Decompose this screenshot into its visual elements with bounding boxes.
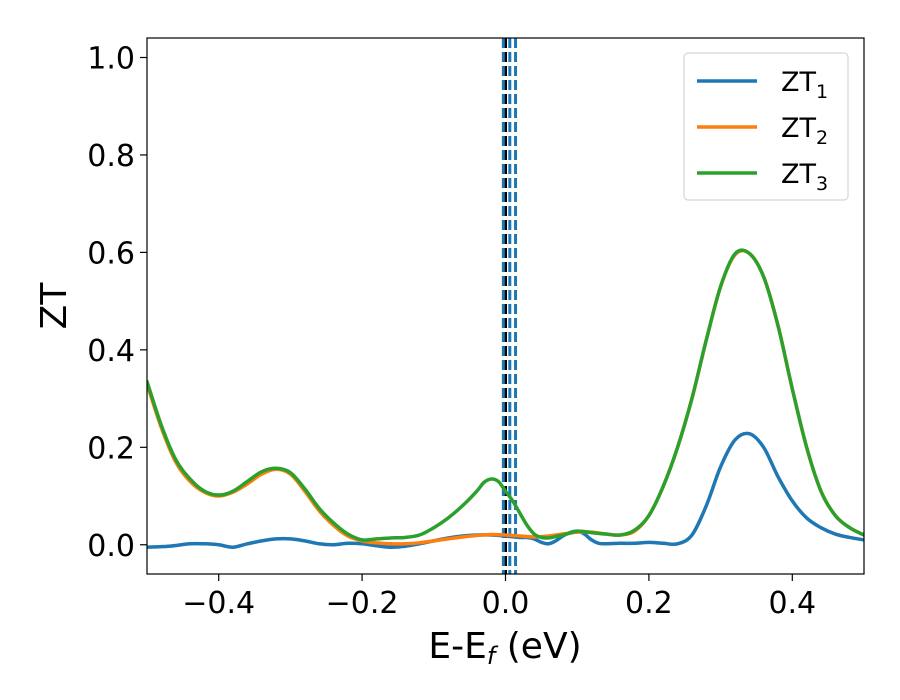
y-axis-label: ZT: [34, 282, 75, 330]
legend-label-zt1: ZT1: [781, 67, 828, 103]
y-tick-label: 0.0: [87, 529, 135, 564]
y-tick-label: 0.6: [87, 236, 135, 271]
x-axis-label: E-Ef (eV): [428, 626, 581, 670]
x-axis: −0.4 −0.2 0.0 0.2 0.4: [182, 574, 816, 621]
y-tick-label: 0.8: [87, 139, 135, 174]
x-tick-label: 0.4: [768, 586, 816, 621]
x-tick-label: −0.2: [326, 586, 399, 621]
y-tick-label: 1.0: [87, 41, 135, 76]
x-tick-label: −0.4: [182, 586, 255, 621]
x-tick-label: 0.2: [625, 586, 673, 621]
series-line-zt1: [147, 431, 864, 549]
y-tick-label: 0.2: [87, 431, 135, 466]
legend-box: [683, 52, 849, 201]
legend-label-zt3: ZT3: [781, 159, 828, 195]
series-line-zt3: [147, 248, 864, 542]
x-tick-label: 0.0: [482, 586, 530, 621]
y-tick-label: 0.4: [87, 334, 135, 369]
legend-label-zt2: ZT2: [781, 113, 828, 149]
legend: ZT1 ZT2 ZT3: [683, 52, 849, 201]
y-axis: 0.0 0.2 0.4 0.6 0.8 1.0: [87, 41, 147, 564]
vertical-reference-lines: [501, 38, 518, 574]
series-lines: [147, 248, 864, 549]
